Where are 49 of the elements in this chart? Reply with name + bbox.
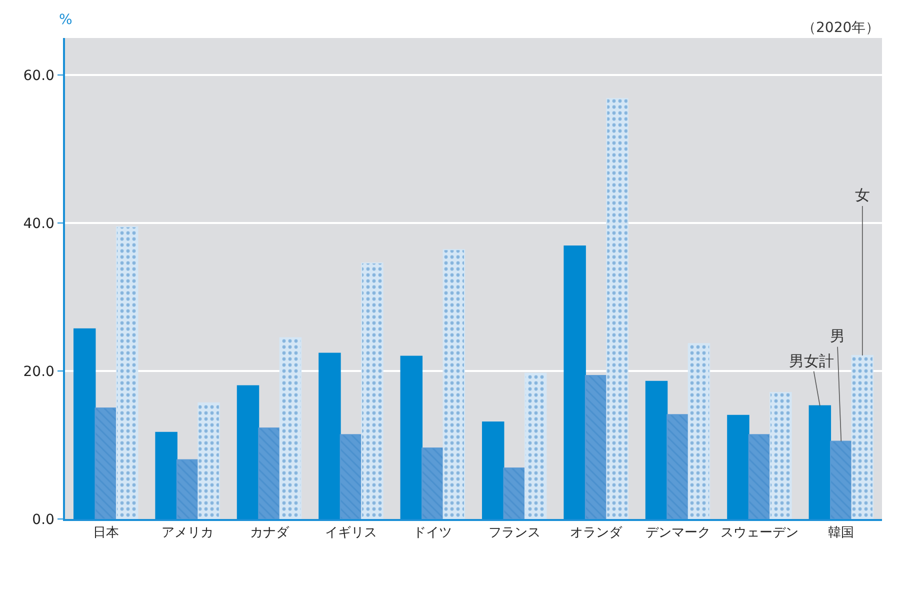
- bar: [236, 385, 260, 519]
- x-tick-label: ドイツ: [413, 526, 452, 541]
- x-tick-label: アメリカ: [162, 526, 214, 541]
- y-tick-label: 40.0: [23, 216, 54, 232]
- bar: [318, 352, 341, 519]
- bar: [524, 372, 547, 519]
- bar: [851, 354, 874, 519]
- text: （2020年）: [802, 20, 880, 36]
- bar: [442, 249, 466, 519]
- bar: [94, 408, 117, 519]
- x-tick-label: オランダ: [570, 526, 624, 541]
- bar: [482, 422, 504, 519]
- bar: [361, 262, 384, 519]
- bar: [176, 459, 199, 519]
- bar: [564, 245, 586, 519]
- bar: [400, 356, 423, 519]
- bar: [666, 414, 689, 519]
- y-axis-title: %: [59, 12, 72, 28]
- text: 男: [830, 327, 845, 345]
- bar: [340, 434, 362, 519]
- x-tick-label: カナダ: [250, 526, 290, 541]
- text: 女: [855, 186, 870, 204]
- bar: [748, 434, 771, 519]
- bar: [688, 343, 710, 519]
- bar: [422, 447, 444, 519]
- y-tick-label: 20.0: [23, 364, 54, 380]
- bar: [727, 414, 750, 519]
- bar: [116, 226, 138, 519]
- bar: [645, 380, 668, 519]
- bar: [503, 467, 526, 519]
- x-tick-label: フランス: [488, 526, 540, 541]
- bar: [808, 405, 832, 519]
- y-tick-label: 60.0: [23, 68, 54, 84]
- bar: [279, 337, 302, 519]
- x-tick-label: 韓国: [828, 526, 854, 541]
- text: 男女計: [789, 352, 834, 370]
- bar: [584, 374, 608, 519]
- x-tick-label: イギリス: [324, 526, 377, 541]
- x-tick-label: デンマーク: [645, 526, 710, 541]
- bar: [606, 98, 628, 519]
- bar: [830, 440, 852, 519]
- y-tick-label: 0.0: [32, 512, 54, 528]
- bar: [770, 392, 792, 519]
- bar: [258, 427, 280, 519]
- bar: [198, 402, 220, 519]
- bar: [73, 328, 96, 519]
- x-tick-label: スウェーデン: [720, 526, 798, 541]
- x-tick-label: 日本: [92, 526, 119, 541]
- bar: [155, 432, 178, 519]
